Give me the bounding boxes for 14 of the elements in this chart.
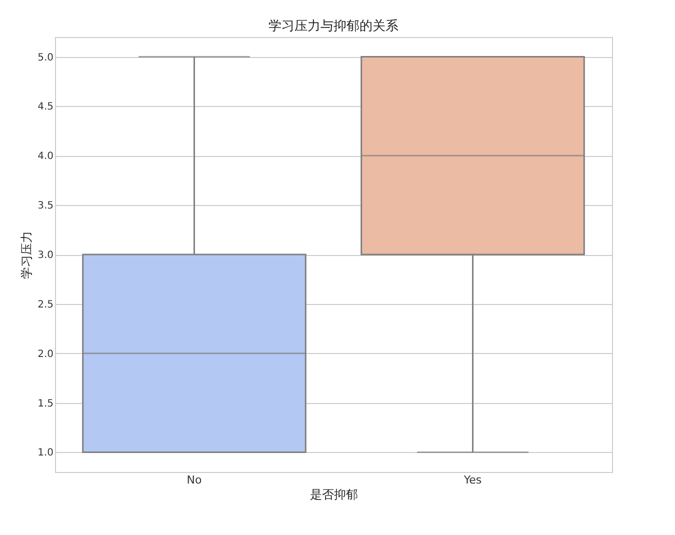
x-tick-label: Yes (462, 474, 482, 486)
y-tick-label: 5.0 (38, 52, 54, 64)
y-tick-label: 3.0 (38, 250, 54, 261)
y-axis-title: 学习压力 (20, 231, 34, 279)
chart-title: 学习压力与抑郁的关系 (268, 19, 398, 34)
y-tick-label: 1.5 (38, 398, 54, 410)
x-axis-title: 是否抑郁 (310, 488, 358, 502)
y-tick-label: 4.0 (38, 151, 54, 162)
y-tick-label: 2.0 (38, 348, 54, 360)
y-tick-label: 4.5 (38, 102, 54, 113)
y-tick-label: 1.0 (38, 448, 54, 459)
y-tick-label: 3.5 (38, 200, 54, 212)
y-tick-label: 2.5 (38, 299, 54, 310)
x-tick-label: No (186, 474, 202, 486)
